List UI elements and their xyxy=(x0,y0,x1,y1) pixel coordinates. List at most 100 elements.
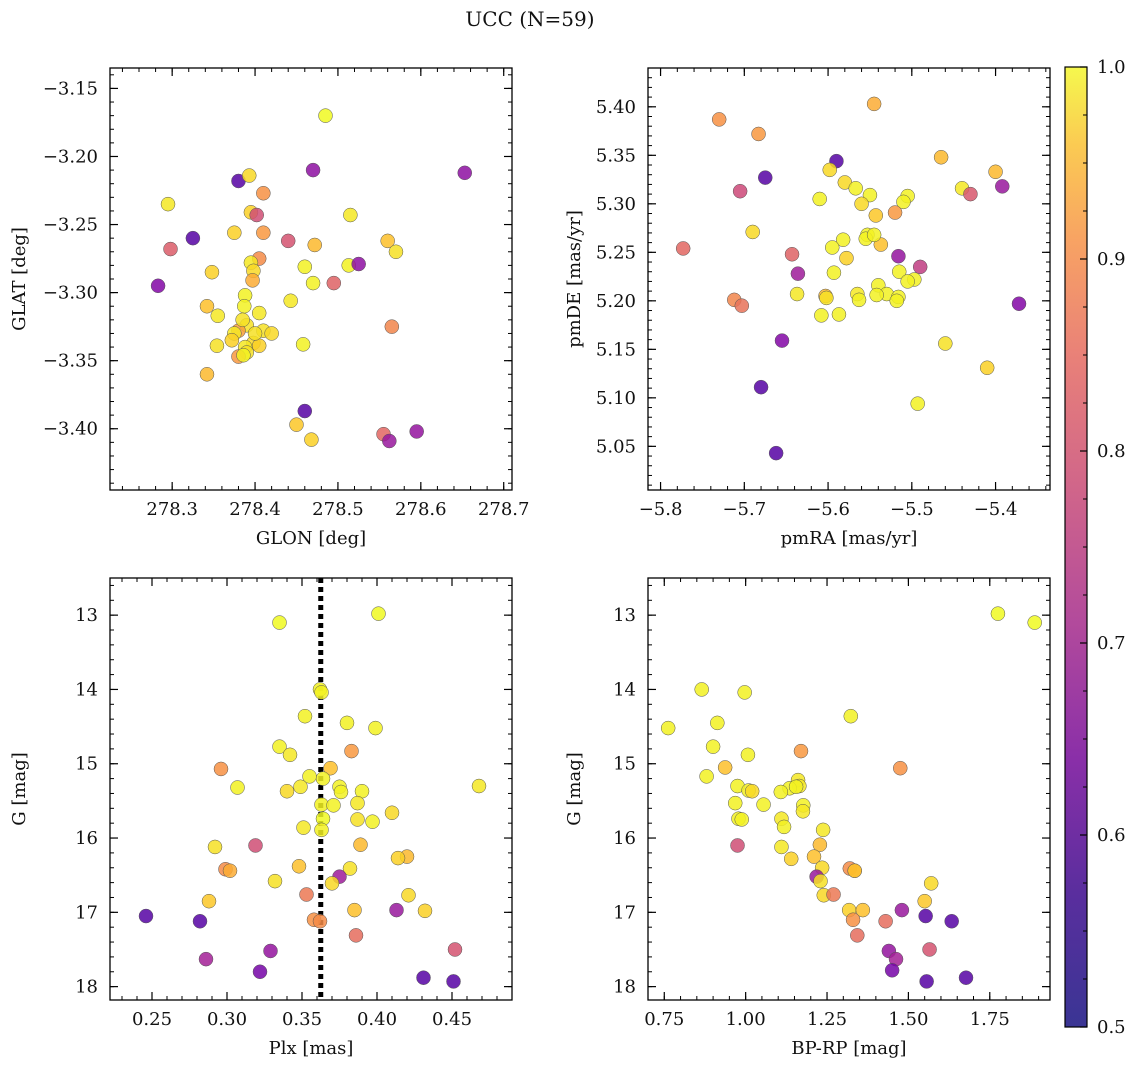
scatter-point xyxy=(249,207,264,223)
scatter-point xyxy=(878,913,893,929)
y-tick-label: 5.35 xyxy=(596,145,636,166)
scatter-point xyxy=(390,850,406,866)
scatter-point xyxy=(323,760,338,776)
y-axis-label: GLAT [deg] xyxy=(9,227,30,331)
scatter-point xyxy=(660,720,676,736)
scatter-point xyxy=(350,795,365,811)
x-tick-label: −5.8 xyxy=(639,499,683,520)
scatter-point xyxy=(710,715,725,731)
scatter-point xyxy=(350,812,365,827)
y-tick-label: 14 xyxy=(613,679,636,700)
scatter-point xyxy=(839,250,854,266)
scatter-point xyxy=(388,244,404,260)
y-tick-label: −3.15 xyxy=(43,78,98,99)
scatter-point xyxy=(344,743,359,759)
scatter-point xyxy=(409,424,424,439)
scatter-point xyxy=(315,771,331,786)
y-tick-label: 17 xyxy=(75,902,98,923)
scatter-point xyxy=(699,769,714,784)
scatter-point xyxy=(958,970,974,985)
scatter-point xyxy=(1011,296,1027,311)
y-tick-label: −3.25 xyxy=(43,215,98,236)
scatter-point xyxy=(235,312,250,328)
x-tick-label: 278.6 xyxy=(395,499,447,520)
scatter-point xyxy=(814,308,829,323)
scatter-point xyxy=(333,784,349,800)
figure-title: UCC (N=59) xyxy=(465,7,594,31)
colorbar-tick-label: 0.9 xyxy=(1097,249,1126,270)
scatter-point xyxy=(297,259,313,274)
y-tick-label: 5.10 xyxy=(596,388,636,409)
scatter-point xyxy=(365,814,380,829)
scatter-point xyxy=(230,780,245,795)
scatter-point xyxy=(272,739,287,754)
scatter-point xyxy=(324,876,340,891)
plot-frame xyxy=(647,67,1051,491)
scatter-point xyxy=(353,837,368,852)
scatter-point xyxy=(282,747,298,763)
scatter-point xyxy=(204,264,220,280)
x-tick-label: −5.7 xyxy=(722,499,766,520)
scatter-point xyxy=(825,240,840,255)
scatter-point xyxy=(806,849,822,864)
scatter-point xyxy=(917,893,932,909)
y-tick-label: −3.20 xyxy=(43,146,98,167)
scatter-point xyxy=(822,162,837,178)
scatter-point xyxy=(869,287,884,303)
scatter-point xyxy=(279,783,295,799)
panel-pmra-pmde: −5.8 −5.7 −5.6 −5.5 −5.4 5.05 5.10 5.15 5.20 5.25… xyxy=(564,67,1051,549)
scatter-point xyxy=(267,873,283,889)
scatter-point xyxy=(745,224,760,240)
x-tick-label: −5.5 xyxy=(890,499,934,520)
scatter-point xyxy=(343,207,358,223)
x-tick-label: −5.6 xyxy=(806,499,850,520)
x-tick-label: 0.75 xyxy=(644,1009,684,1030)
scatter-point xyxy=(299,887,314,902)
y-tick-label: −3.30 xyxy=(43,283,98,304)
scatter-point xyxy=(756,797,771,812)
y-tick-label: −3.40 xyxy=(43,419,98,440)
scatter-point xyxy=(813,873,828,889)
scatter-point xyxy=(894,902,910,918)
scatter-point xyxy=(251,305,267,321)
scatter-point xyxy=(868,208,884,223)
scatter-point xyxy=(245,273,260,288)
x-tick-label: 0.45 xyxy=(432,1009,472,1030)
x-tick-label: 0.30 xyxy=(207,1009,247,1030)
scatter-point xyxy=(866,227,882,243)
scatter-point xyxy=(727,795,743,811)
colorbar-tick-label: 0.7 xyxy=(1097,633,1126,654)
scatter-point xyxy=(758,170,773,185)
x-tick-label: 278.4 xyxy=(229,499,281,520)
plot-frame xyxy=(647,577,1051,1001)
scatter-point xyxy=(789,286,805,302)
y-tick-label: 16 xyxy=(613,828,636,849)
scatter-point xyxy=(199,367,215,382)
scatter-point xyxy=(293,779,308,795)
scatter-point xyxy=(237,298,252,314)
scatter-point xyxy=(891,248,906,264)
y-axis-label: G [mag] xyxy=(564,752,585,825)
scatter-point xyxy=(339,715,355,731)
scatter-point xyxy=(831,307,847,322)
x-axis-label: GLON [deg] xyxy=(256,528,366,549)
scatter-point xyxy=(342,861,358,876)
colorbar-tick-label: 0.5 xyxy=(1097,1017,1126,1038)
scatter-point xyxy=(734,298,750,313)
scatter-point xyxy=(305,162,321,178)
x-tick-label: 278.7 xyxy=(478,499,530,520)
y-tick-label: 16 xyxy=(75,828,98,849)
x-axis-label: pmRA [mas/yr] xyxy=(781,528,918,549)
scatter-point xyxy=(210,308,226,324)
scatter-point xyxy=(289,417,304,432)
scatter-point xyxy=(979,360,995,376)
scatter-point xyxy=(923,876,939,891)
scatter-point xyxy=(995,179,1010,194)
y-tick-label: 5.20 xyxy=(596,291,636,312)
y-tick-label: 5.30 xyxy=(596,194,636,215)
scatter-point xyxy=(291,859,307,874)
scatter-point xyxy=(236,347,251,363)
scatter-point xyxy=(910,396,925,411)
scatter-point xyxy=(314,822,329,838)
